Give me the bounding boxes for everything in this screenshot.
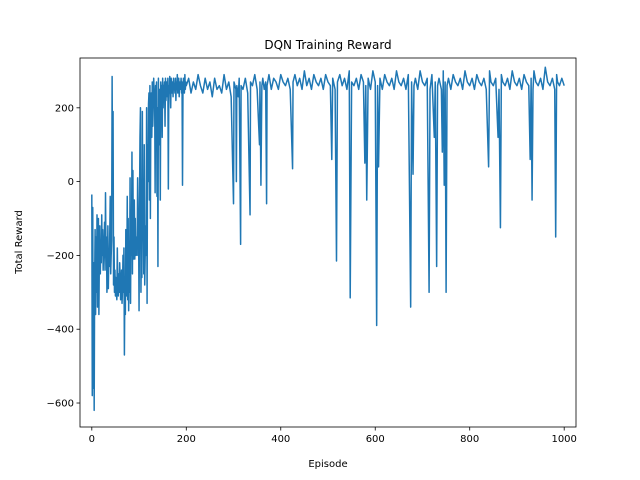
x-tick-label: 600 [366, 434, 385, 445]
x-axis-ticks: 0 200 400 600 800 1000 [89, 427, 577, 445]
y-tick-label: −600 [47, 399, 74, 410]
x-tick-label: 400 [271, 434, 290, 445]
x-tick-label: 1000 [551, 434, 576, 445]
x-tick-label: 200 [177, 434, 196, 445]
x-axis-label: Episode [308, 459, 347, 470]
y-axis-label: Total Reward [14, 210, 25, 275]
y-axis-ticks: −600 −400 −200 0 200 [47, 103, 80, 410]
series-line-0 [91, 66, 565, 412]
axes-frame [79, 57, 577, 428]
x-tick-label: 800 [460, 434, 479, 445]
y-tick-label: 0 [68, 177, 74, 188]
x-tick-label: 0 [89, 434, 95, 445]
chart-title: DQN Training Reward [264, 38, 391, 52]
y-tick-label: −400 [47, 325, 74, 336]
series-layer [91, 66, 565, 412]
y-tick-label: −200 [47, 251, 74, 262]
y-tick-label: 200 [55, 103, 74, 114]
